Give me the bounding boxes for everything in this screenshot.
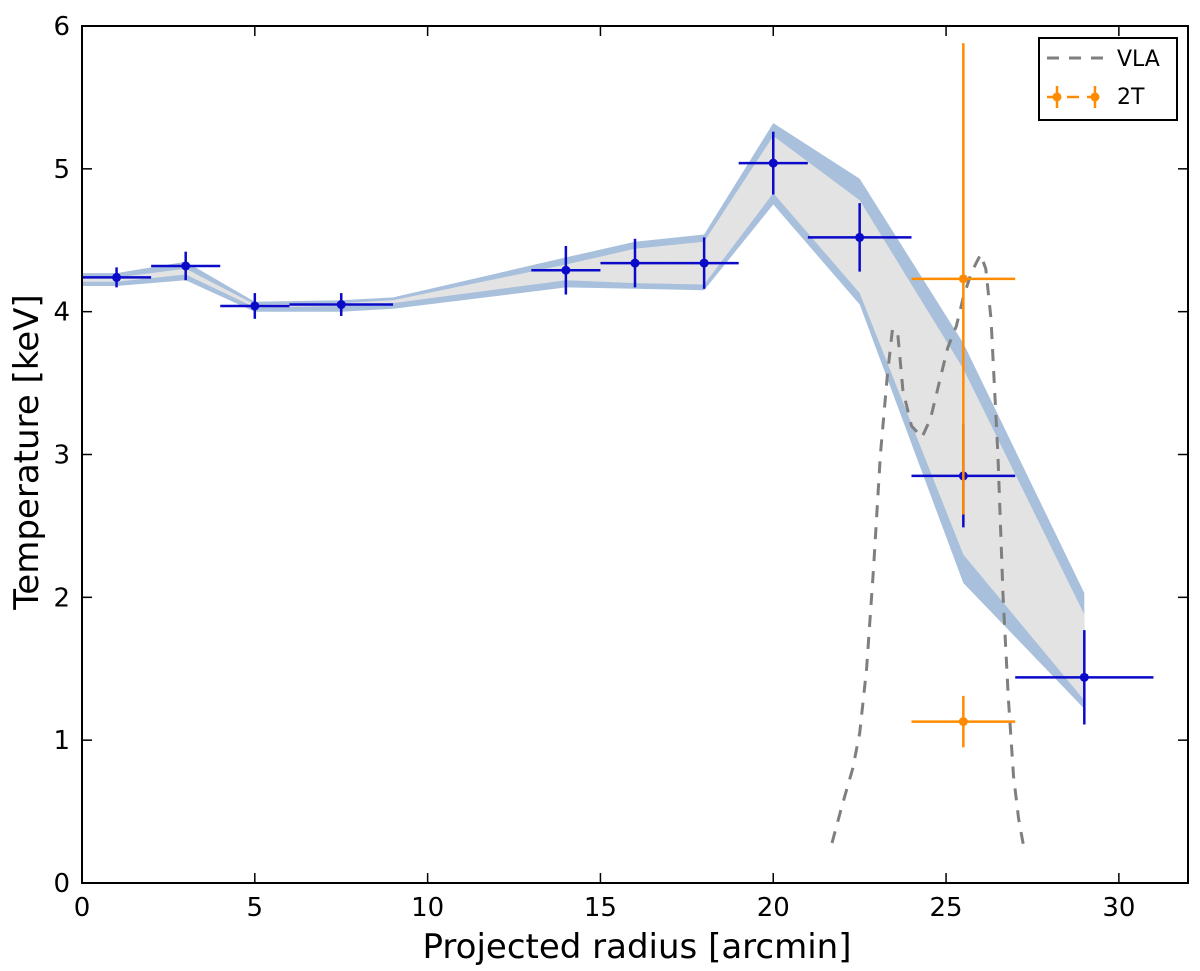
- x-tick-label: 25: [930, 893, 963, 923]
- legend-2t-swatch: [1047, 86, 1105, 108]
- main-marker: [855, 232, 865, 242]
- y-tick-label: 6: [53, 12, 70, 42]
- legend-2t-marker-1: [1090, 92, 1100, 102]
- band-inner: [82, 136, 1085, 701]
- main-marker: [112, 272, 122, 282]
- plot-frame: [81, 25, 1189, 884]
- x-tick-label: 0: [74, 893, 91, 923]
- y-tick-label: 5: [53, 155, 70, 185]
- main-point-4: [531, 245, 601, 295]
- 2t-point-1: [911, 695, 1016, 748]
- x-axis-label: Projected radius [arcmin]: [423, 927, 852, 967]
- main-point-1: [151, 251, 221, 281]
- x-tick-label: 20: [757, 893, 790, 923]
- y-tick-label: 0: [53, 869, 70, 899]
- main-point-10: [1015, 630, 1154, 725]
- 2t-marker: [958, 274, 968, 284]
- main-marker: [561, 265, 571, 275]
- legend-2t-label: 2T: [1117, 85, 1145, 110]
- main-point-2: [220, 293, 290, 319]
- main-point-7: [738, 131, 808, 195]
- vla-contour: [830, 250, 1026, 848]
- y-tick-label: 3: [53, 441, 70, 471]
- main-marker: [336, 300, 346, 310]
- 2t-point-0: [911, 43, 1016, 515]
- legend-box: [1038, 37, 1178, 121]
- y-tick-label: 2: [53, 583, 70, 613]
- main-marker: [630, 258, 640, 268]
- y-axis-label: Temperature [keV]: [7, 294, 47, 610]
- main-marker: [699, 258, 709, 268]
- vla-line: [830, 250, 1026, 848]
- data-series: [82, 43, 1154, 748]
- y-tick-label: 1: [53, 726, 70, 756]
- y-tick-label: 4: [53, 298, 70, 328]
- main-marker: [181, 261, 191, 271]
- main-point-5: [600, 238, 670, 288]
- main-marker: [1079, 672, 1089, 682]
- legend: VLA 2T: [1038, 37, 1178, 121]
- x-tick-label: 10: [411, 893, 444, 923]
- main-point-3: [289, 293, 394, 316]
- confidence-band: [82, 123, 1085, 709]
- main-point-0: [82, 267, 152, 288]
- main-point-6: [669, 237, 739, 289]
- x-tick-label: 30: [1102, 893, 1135, 923]
- 2t-marker: [958, 717, 968, 727]
- x-tick-label: 5: [247, 893, 264, 923]
- band-outer: [82, 123, 1085, 709]
- legend-vla-label: VLA: [1117, 47, 1160, 72]
- x-tick-label: 15: [584, 893, 617, 923]
- legend-2t-marker-0: [1052, 92, 1062, 102]
- main-point-8: [807, 203, 912, 272]
- main-marker: [768, 158, 778, 168]
- axes: 0 5 10 15 20 25 30 0 1 2 3 4 5 6: [53, 12, 1189, 923]
- main-marker: [250, 301, 260, 311]
